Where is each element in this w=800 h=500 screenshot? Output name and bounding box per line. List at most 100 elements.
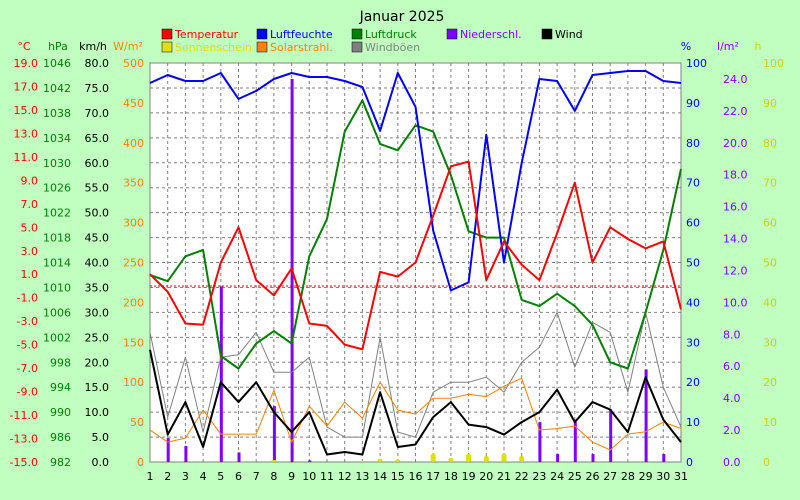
- rain-axis-tick-label: 16.0: [723, 201, 748, 214]
- sun-axis-tick-label: 40: [763, 296, 777, 309]
- wind-axis-tick-label: 70.0: [85, 107, 110, 120]
- wind-axis-unit: km/h: [79, 40, 107, 53]
- sun-axis-tick-label: 50: [763, 257, 777, 270]
- legend-label: Wind: [555, 28, 583, 41]
- x-tick-label: 21: [497, 470, 511, 483]
- rain-axis-tick-label: 20.0: [723, 137, 748, 150]
- humidity-axis-tick-label: 50: [686, 257, 700, 270]
- rain-bar: [573, 422, 577, 462]
- plot-border: [149, 62, 682, 463]
- x-tick-label: 30: [656, 470, 670, 483]
- x-tick-label: 5: [217, 470, 224, 483]
- temp-axis-tick-label: 13.0: [14, 127, 39, 140]
- wind-axis-tick-label: 55.0: [85, 182, 110, 195]
- rain-axis-tick-label: 4.0: [723, 392, 741, 405]
- x-tick-label: 3: [182, 470, 189, 483]
- sunshine-bar: [377, 458, 383, 462]
- sun-axis-tick-label: 70: [763, 177, 777, 190]
- legend-swatch: [161, 28, 173, 40]
- x-tick-label: 19: [462, 470, 476, 483]
- temp-axis-tick-label: -11.0: [10, 409, 38, 422]
- temp-axis-tick-label: -13.0: [10, 433, 38, 446]
- temp-axis-tick-label: 9.0: [21, 174, 39, 187]
- x-tick-label: 14: [373, 470, 387, 483]
- pressure-axis-tick-label: 994: [50, 381, 71, 394]
- pressure-axis-tick-label: 982: [50, 456, 71, 469]
- x-tick-label: 18: [444, 470, 458, 483]
- x-tick-label: 20: [479, 470, 493, 483]
- temp-axis-tick-label: 3.0: [21, 245, 39, 258]
- humidity-axis-tick-label: 0: [686, 456, 693, 469]
- x-tick-label: 13: [355, 470, 369, 483]
- rain-axis-tick-label: 6.0: [723, 360, 741, 373]
- rain-bar: [237, 452, 241, 462]
- rain-axis-tick-label: 22.0: [723, 105, 748, 118]
- rain-bar: [609, 409, 613, 462]
- solar-axis-unit: W/m²: [113, 40, 143, 53]
- solar-axis-tick-label: 450: [123, 97, 144, 110]
- humidity-axis-tick-label: 90: [686, 97, 700, 110]
- humidity-axis-tick-label: 10: [686, 416, 700, 429]
- pressure-axis-tick-label: 1034: [43, 132, 71, 145]
- temp-axis-tick-label: 19.0: [14, 57, 39, 70]
- x-tick-label: 10: [302, 470, 316, 483]
- x-tick-label: 2: [164, 470, 171, 483]
- sun-axis-tick-label: 0: [763, 456, 770, 469]
- x-tick-label: 7: [253, 470, 260, 483]
- legend-label: Solarstrahl.: [270, 41, 333, 54]
- wind-axis-tick-label: 80.0: [85, 57, 110, 70]
- sun-axis-tick-label: 90: [763, 97, 777, 110]
- sunshine-bar: [466, 454, 472, 462]
- legend-label: Sonnenschein: [175, 41, 252, 54]
- legend-swatch: [161, 41, 173, 53]
- humidity-axis-tick-label: 40: [686, 296, 700, 309]
- temp-axis-tick-label: -1.0: [17, 292, 38, 305]
- wind-axis-tick-label: 5.0: [92, 431, 110, 444]
- solar-line: [149, 377, 682, 451]
- pressure-line: [149, 99, 682, 370]
- pressure-axis-tick-label: 1006: [43, 306, 71, 319]
- wind-axis-tick-label: 20.0: [85, 356, 110, 369]
- axes: 19.017.015.013.011.09.07.05.03.01.0-1.0-…: [10, 40, 784, 483]
- wind-axis-tick-label: 40.0: [85, 257, 110, 270]
- chart-title: Januar 2025: [359, 9, 445, 25]
- pressure-axis-tick-label: 1042: [43, 82, 71, 95]
- humidity-line: [149, 70, 682, 292]
- x-tick-label: 17: [426, 470, 440, 483]
- solar-axis-tick-label: 300: [123, 217, 144, 230]
- sunshine-bar: [448, 458, 454, 462]
- wind-axis-tick-label: 25.0: [85, 331, 110, 344]
- sun-axis-tick-label: 80: [763, 137, 777, 150]
- pressure-axis-tick-label: 1002: [43, 331, 71, 344]
- solar-axis-tick-label: 250: [123, 257, 144, 270]
- x-tick-label: 31: [674, 470, 688, 483]
- temp-axis-tick-label: -5.0: [17, 339, 38, 352]
- x-tick-label: 8: [270, 470, 277, 483]
- temp-axis-tick-label: 15.0: [14, 104, 39, 117]
- pressure-axis-tick-label: 1046: [43, 57, 71, 70]
- wind-axis-tick-label: 65.0: [85, 132, 110, 145]
- rain-bar: [556, 454, 560, 462]
- humidity-axis-tick-label: 20: [686, 376, 700, 389]
- rain-bar: [219, 286, 223, 462]
- sunshine-bar: [519, 456, 525, 462]
- sun-axis-tick-label: 20: [763, 376, 777, 389]
- solar-axis-tick-label: 350: [123, 177, 144, 190]
- solar-axis-tick-label: 100: [123, 376, 144, 389]
- sun-axis-unit: h: [755, 40, 762, 53]
- temp-axis-tick-label: 5.0: [21, 221, 39, 234]
- pressure-axis-tick-label: 1026: [43, 182, 71, 195]
- gusts-line: [149, 311, 682, 438]
- x-tick-label: 9: [288, 470, 295, 483]
- temperature-line: [149, 160, 682, 351]
- legend-label: Luftdruck: [365, 28, 417, 41]
- rain-bar: [538, 422, 542, 462]
- x-tick-label: 28: [621, 470, 635, 483]
- sunshine-bar: [430, 454, 436, 462]
- humidity-axis-tick-label: 30: [686, 336, 700, 349]
- humidity-axis-tick-label: 70: [686, 177, 700, 190]
- wind-axis-tick-label: 75.0: [85, 82, 110, 95]
- legend-label: Windböen: [365, 41, 420, 54]
- legend-swatch: [541, 28, 553, 40]
